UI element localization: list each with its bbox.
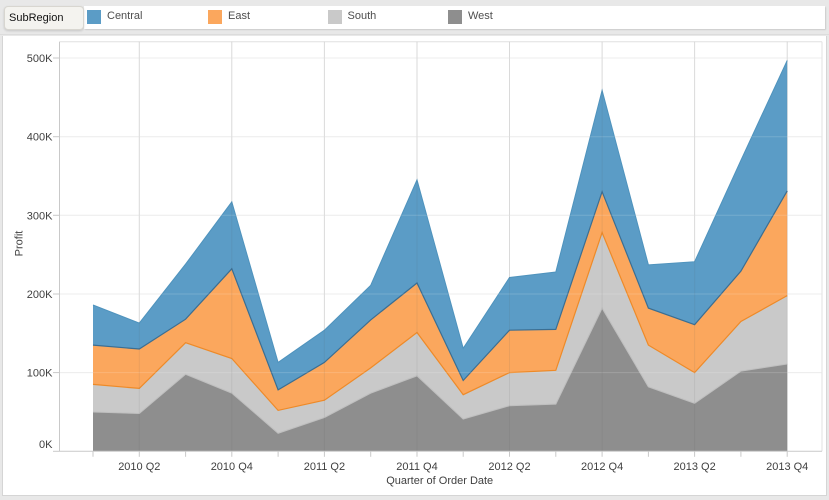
svg-text:Quarter of Order Date: Quarter of Order Date — [386, 475, 493, 487]
svg-text:2010 Q2: 2010 Q2 — [118, 461, 160, 473]
svg-text:100K: 100K — [27, 368, 53, 380]
svg-text:300K: 300K — [27, 210, 53, 222]
svg-text:Profit: Profit — [13, 231, 25, 257]
svg-text:400K: 400K — [27, 132, 53, 144]
svg-text:2013 Q2: 2013 Q2 — [673, 461, 715, 473]
svg-text:2012 Q2: 2012 Q2 — [488, 461, 530, 473]
svg-text:200K: 200K — [27, 289, 53, 301]
svg-text:2013 Q4: 2013 Q4 — [766, 461, 808, 473]
svg-text:2012 Q4: 2012 Q4 — [581, 461, 623, 473]
svg-text:2011 Q4: 2011 Q4 — [396, 461, 437, 473]
svg-text:500K: 500K — [27, 53, 53, 65]
svg-text:0K: 0K — [39, 439, 53, 451]
svg-text:2011 Q2: 2011 Q2 — [304, 461, 345, 473]
svg-text:2010 Q4: 2010 Q4 — [211, 461, 253, 473]
